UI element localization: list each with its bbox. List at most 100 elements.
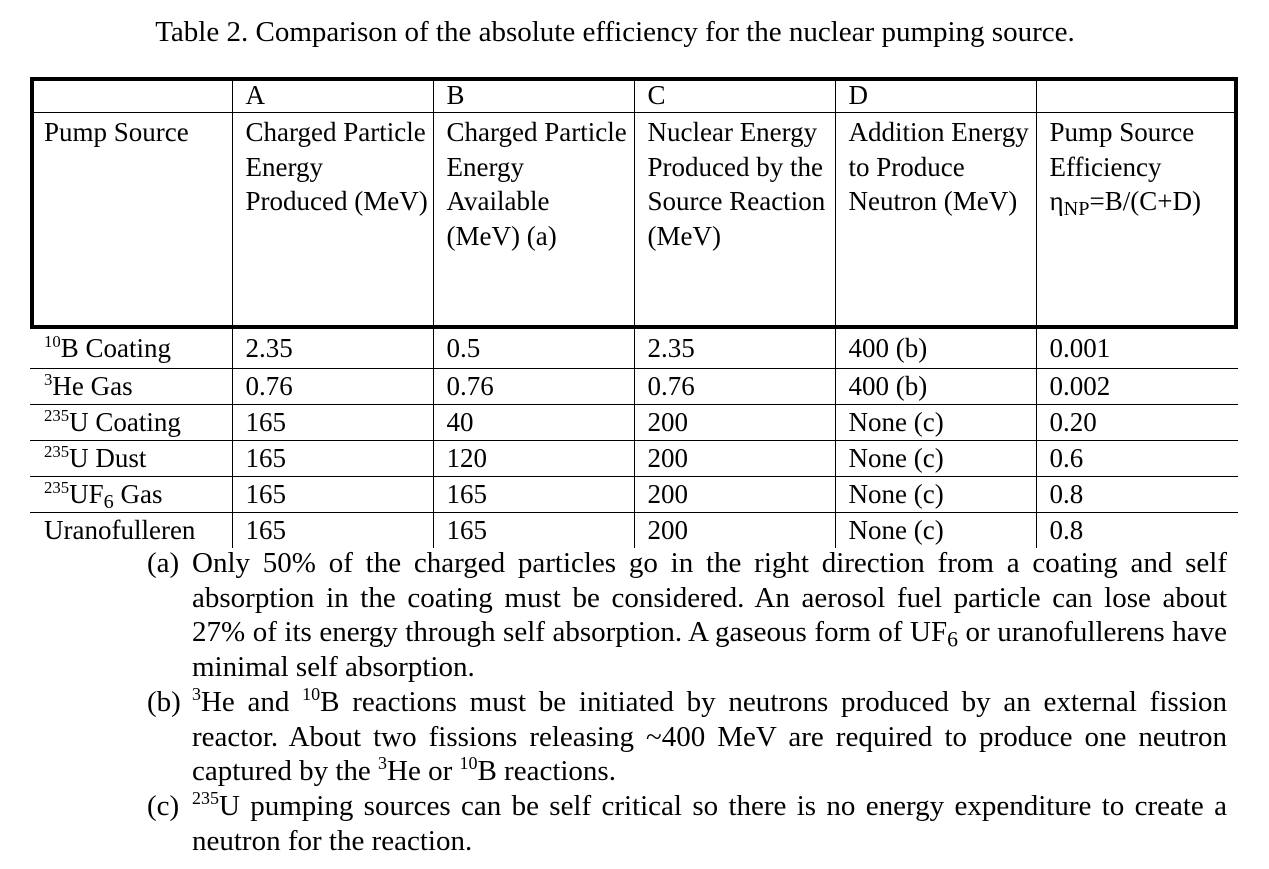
column-letter-row: A B C D [30,78,1238,113]
pump-source-cell: Uranofulleren [30,512,233,548]
table-body: 10B Coating 2.35 0.5 2.35 400 (b) 0.001 3He Ga… [30,328,1238,548]
efficiency-cell: 0.002 [1035,368,1238,405]
footnotes: (a) Only 50% of the charged particles go… [147,546,1227,858]
column-letter [30,78,232,113]
charged-energy-available-cell: 165 [432,476,635,513]
efficiency-table: A B C D Pump Source Charged Particle Ene… [30,78,1238,548]
pump-source-name: B Coating [60,333,171,363]
charged-energy-available-cell: 0.5 [432,328,635,369]
charged-energy-available-cell: 40 [432,404,635,441]
nuclear-energy-cell: 200 [633,440,836,477]
nuclear-energy-cell: 200 [633,476,836,513]
nuclear-energy-cell: 200 [633,404,836,441]
isotope-number: 235 [192,787,219,808]
eta-subscript: NP [1063,198,1090,221]
footnote-b: (b) 3He and 10B reactions must be initia… [147,685,1227,789]
table-row: 3He Gas 0.76 0.76 0.76 400 (b) 0.002 [30,368,1238,405]
footnote-text: 235U pumping sources can be self critica… [192,789,1227,858]
table-row: 235U Dust 165 120 200 None (c) 0.6 [30,440,1238,477]
pump-source-name: UF [69,479,104,509]
neutron-energy-cell: None (c) [834,440,1037,477]
table-header: A B C D Pump Source Charged Particle Ene… [30,78,1238,328]
column-letter: B [432,78,634,113]
column-header: Nuclear Energy Produced by the Source Re… [633,112,835,328]
footnote-text-part: He and [200,685,303,718]
footnote-label: (a) [147,547,180,579]
pump-source-name: He Gas [52,371,133,401]
isotope-number: 10 [459,753,478,774]
pump-source-name: U Dust [69,443,147,473]
nuclear-energy-cell: 0.76 [633,368,836,405]
pump-source-cell: 235U Dust [30,440,233,477]
footnote-text-part: B reactions must be initiated by neutron… [192,685,1228,788]
footnote-a: (a) Only 50% of the charged particles go… [147,546,1227,685]
neutron-energy-cell: 400 (b) [834,328,1037,369]
efficiency-cell: 0.8 [1035,512,1238,548]
footnote-text-part: or uranofullerens have minimal self abso… [192,616,1227,684]
column-header: Pump Source [44,117,189,147]
footnote-text-part: U pumping sources can be self critical s… [192,789,1227,857]
subscript: 6 [947,627,958,652]
footnote-text: 3He and 10B reactions must be initiated … [192,685,1227,789]
column-header: Addition Energy to Produce Neutron (MeV) [834,112,1036,328]
neutron-energy-cell: None (c) [834,404,1037,441]
footnote-label: (b) [147,685,181,718]
pump-source-name: U Coating [69,407,181,437]
footnote-text: Only 50% of the charged particles go in … [192,546,1227,685]
isotope-number: 10 [44,331,61,351]
isotope-number: 3 [44,369,53,389]
table-caption: Table 2. Comparison of the absolute effi… [155,16,1075,48]
footnote-c: (c) 235U pumping sources can be self cri… [147,789,1227,858]
neutron-energy-cell: None (c) [834,476,1037,513]
charged-energy-available-cell: 165 [432,512,635,548]
isotope-number: 235 [44,405,70,425]
column-header-efficiency: Pump Source Efficiency ηNP=B/(C+D) [1035,112,1238,328]
charged-energy-produced-cell: 165 [231,440,434,477]
charged-energy-available-cell: 120 [432,440,635,477]
efficiency-cell: 0.001 [1035,328,1238,369]
pump-source-cell: 235U Coating [30,404,233,441]
pump-source-cell: 10B Coating [30,328,233,369]
pump-source-name: Uranofulleren [44,515,196,545]
efficiency-label: Pump Source Efficiency [1049,117,1195,182]
footnote-label: (c) [147,789,180,822]
column-letter [1035,78,1238,113]
neutron-energy-cell: 400 (b) [834,368,1037,405]
table-row: Uranofulleren 165 165 200 None (c) 0.8 [30,512,1238,548]
pump-source-cell: 3He Gas [30,368,233,405]
nuclear-energy-cell: 200 [633,512,836,548]
formula-expression: =B/(C+D) [1089,186,1201,216]
nuclear-energy-cell: 2.35 [633,328,836,369]
table-row: 235U Coating 165 40 200 None (c) 0.20 [30,404,1238,441]
charged-energy-produced-cell: 165 [231,476,434,513]
efficiency-cell: 0.8 [1035,476,1238,513]
isotope-number: 10 [302,683,321,704]
table-row: 235UF6 Gas 165 165 200 None (c) 0.8 [30,476,1238,514]
pump-source-cell: 235UF6 Gas [30,476,233,514]
footnote-text-part: He or [387,755,460,788]
charged-energy-produced-cell: 165 [231,404,434,441]
column-header: Charged Particle Energy Produced (MeV) [231,112,433,328]
charged-energy-produced-cell: 0.76 [231,368,434,405]
subscript: 6 [103,491,114,514]
isotope-number: 3 [378,753,387,774]
charged-energy-available-cell: 0.76 [432,368,635,405]
column-letter: D [834,78,1036,113]
footnote-text-part: B reactions. [477,755,616,788]
isotope-number: 235 [44,477,70,497]
efficiency-cell: 0.20 [1035,404,1238,441]
footnote-text-part: Only 50% of the charged particles go in … [192,547,1227,649]
pump-source-name-tail: Gas [113,479,163,509]
charged-energy-produced-cell: 165 [231,512,434,548]
efficiency-formula: ηNP=B/(C+D) [1049,186,1201,219]
eta-symbol: η [1049,186,1064,216]
isotope-number: 235 [44,441,70,461]
isotope-number: 3 [192,683,201,704]
charged-energy-produced-cell: 2.35 [231,328,434,369]
efficiency-cell: 0.6 [1035,440,1238,477]
neutron-energy-cell: None (c) [834,512,1037,548]
column-letter: C [633,78,835,113]
column-header: Charged Particle Energy Available (MeV) … [432,112,634,328]
column-header-row: Pump Source Charged Particle Energy Prod… [30,112,1238,328]
column-letter: A [231,78,433,113]
